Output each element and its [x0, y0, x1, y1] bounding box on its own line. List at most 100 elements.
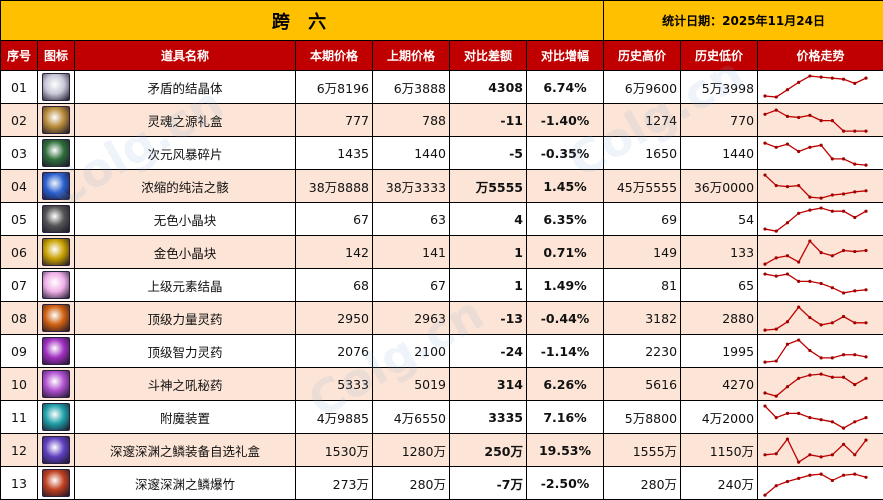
table-row: 09 顶级智力灵药 2076 2100 -24 -1.14% 2230 1995 — [0, 334, 883, 368]
history-low: 1995 — [680, 334, 759, 368]
war-god-potion-icon — [42, 370, 70, 398]
price-trend-sparkline — [757, 136, 883, 170]
sparkline-chart — [763, 272, 868, 295]
price-trend-sparkline — [757, 202, 883, 236]
current-price: 2076 — [295, 334, 373, 368]
row-index: 10 — [0, 367, 38, 401]
history-low: 36万0000 — [680, 169, 759, 203]
row-index: 11 — [0, 400, 38, 434]
stat-date: 统计日期：2025年11月24日 — [603, 0, 883, 41]
essence-icon — [42, 172, 70, 200]
price-diff: 4308 — [449, 70, 527, 104]
history-high: 5万8800 — [603, 400, 682, 434]
current-price: 38万8888 — [295, 169, 373, 203]
table-row: 03 次元风暴碎片 1435 1440 -5 -0.35% 1650 1440 — [0, 136, 883, 170]
price-diff: 1 — [449, 235, 527, 269]
intellect-elixir-icon — [42, 337, 70, 365]
previous-price: 5019 — [372, 367, 450, 401]
gift-box-icon — [42, 106, 70, 134]
price-trend-sparkline — [757, 400, 883, 434]
history-high: 1274 — [603, 103, 682, 137]
previous-price: 1280万 — [372, 433, 450, 467]
sparkline-chart — [763, 206, 868, 233]
item-icon-cell — [37, 334, 75, 368]
history-low: 133 — [680, 235, 759, 269]
history-high: 6万9600 — [603, 70, 682, 104]
price-diff: 1 — [449, 268, 527, 302]
price-diff: 4 — [449, 202, 527, 236]
storm-shard-icon — [42, 139, 70, 167]
current-price: 67 — [295, 202, 373, 236]
table-row: 05 无色小晶块 67 63 4 6.35% 69 54 — [0, 202, 883, 236]
table-row: 11 附魔装置 4万9885 4万6550 3335 7.16% 5万8800 … — [0, 400, 883, 434]
history-low: 4270 — [680, 367, 759, 401]
sheet-title: 跨 六 — [0, 0, 605, 41]
col-header-previous-price: 上期价格 — [372, 40, 450, 71]
history-low: 65 — [680, 268, 759, 302]
sparkline-chart — [763, 74, 868, 99]
price-pct-change: -1.40% — [525, 103, 605, 137]
item-icon-cell — [37, 268, 75, 302]
history-high: 1650 — [603, 136, 682, 170]
row-index: 01 — [0, 70, 38, 104]
item-name: 深邃深渊之鳞爆竹 — [74, 466, 296, 500]
row-index: 12 — [0, 433, 38, 467]
current-price: 142 — [295, 235, 373, 269]
history-low: 770 — [680, 103, 759, 137]
item-icon-cell — [37, 400, 75, 434]
price-trend-sparkline — [757, 367, 883, 401]
item-name: 深邃深渊之鳞装备自选礼盒 — [74, 433, 296, 467]
price-pct-change: -0.44% — [525, 301, 605, 335]
current-price: 1530万 — [295, 433, 373, 467]
row-index: 13 — [0, 466, 38, 500]
current-price: 1435 — [295, 136, 373, 170]
price-pct-change: 7.16% — [525, 400, 605, 434]
history-high: 2230 — [603, 334, 682, 368]
table-row: 10 斗神之吼秘药 5333 5019 314 6.26% 5616 4270 — [0, 367, 883, 401]
col-header-diff: 对比差额 — [449, 40, 527, 71]
item-icon-cell — [37, 70, 75, 104]
price-pct-change: -1.14% — [525, 334, 605, 368]
item-name: 灵魂之源礼盒 — [74, 103, 296, 137]
previous-price: 2100 — [372, 334, 450, 368]
price-pct-change: 6.74% — [525, 70, 605, 104]
item-icon-cell — [37, 301, 75, 335]
history-high: 280万 — [603, 466, 682, 500]
history-high: 1555万 — [603, 433, 682, 467]
sparkline-chart — [763, 372, 868, 398]
price-diff: -7万 — [449, 466, 527, 500]
history-low: 4万2000 — [680, 400, 759, 434]
col-header-current-price: 本期价格 — [295, 40, 373, 71]
enchant-device-icon — [42, 403, 70, 431]
price-trend-sparkline — [757, 466, 883, 500]
item-name: 斗神之吼秘药 — [74, 367, 296, 401]
history-high: 45万5555 — [603, 169, 682, 203]
previous-price: 38万3333 — [372, 169, 450, 203]
sparkline-chart — [763, 305, 868, 332]
price-trend-sparkline — [757, 268, 883, 302]
table-row: 12 深邃深渊之鳞装备自选礼盒 1530万 1280万 250万 19.53% … — [0, 433, 883, 467]
item-icon-cell — [37, 136, 75, 170]
item-name: 附魔装置 — [74, 400, 296, 434]
previous-price: 67 — [372, 268, 450, 302]
price-pct-change: 6.26% — [525, 367, 605, 401]
previous-price: 2963 — [372, 301, 450, 335]
item-icon-cell — [37, 202, 75, 236]
history-low: 54 — [680, 202, 759, 236]
col-header-trend: 价格走势 — [757, 40, 883, 71]
current-price: 273万 — [295, 466, 373, 500]
item-name: 无色小晶块 — [74, 202, 296, 236]
abyss-firecracker-icon — [42, 469, 70, 497]
col-header-index: 序号 — [0, 40, 38, 71]
row-index: 07 — [0, 268, 38, 302]
current-price: 2950 — [295, 301, 373, 335]
history-high: 81 — [603, 268, 682, 302]
price-pct-change: 19.53% — [525, 433, 605, 467]
sparkline-chart — [763, 404, 868, 430]
table-row: 07 上级元素结晶 68 67 1 1.49% 81 65 — [0, 268, 883, 302]
row-index: 05 — [0, 202, 38, 236]
price-trend-sparkline — [757, 235, 883, 269]
current-price: 5333 — [295, 367, 373, 401]
item-name: 矛盾的结晶体 — [74, 70, 296, 104]
row-index: 09 — [0, 334, 38, 368]
